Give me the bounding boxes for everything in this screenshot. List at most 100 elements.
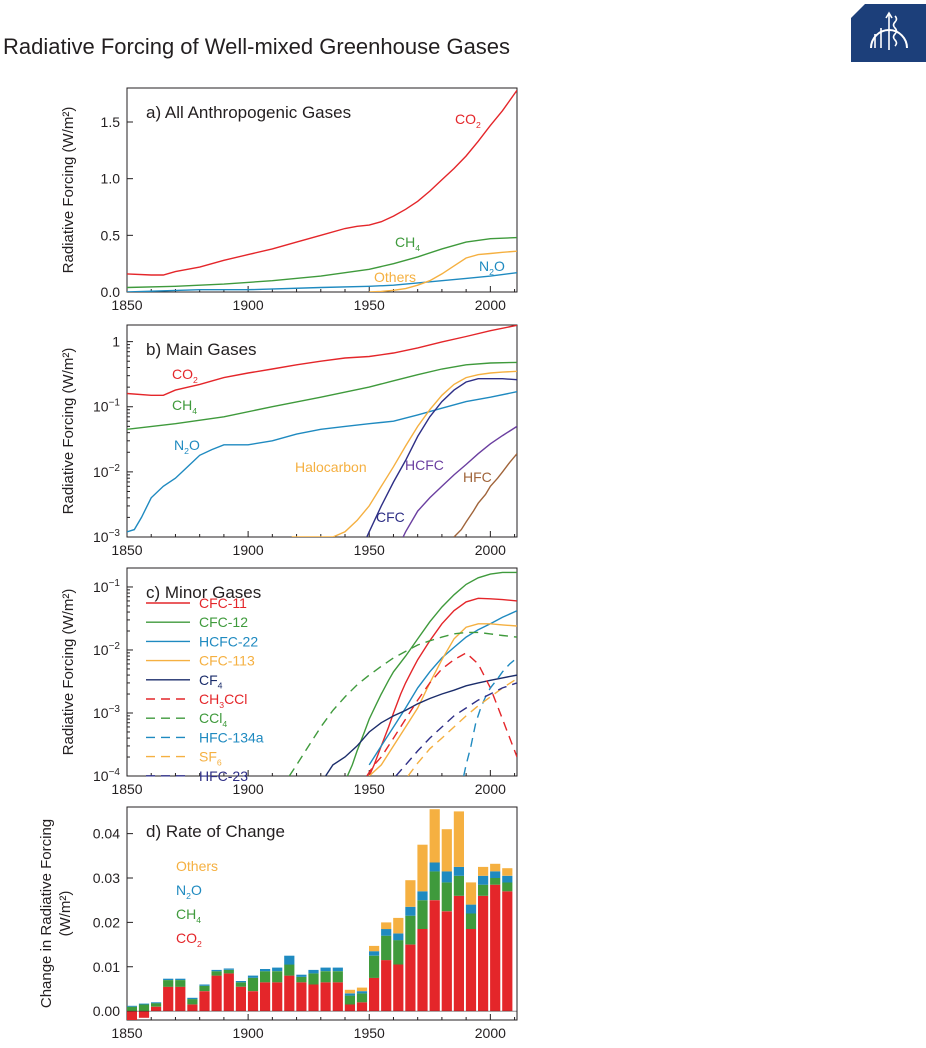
bar-CH4 (211, 971, 222, 976)
bar-N2O (308, 969, 319, 974)
bar-N2O (417, 891, 428, 901)
y-tick-label: 1.5 (101, 114, 121, 130)
bar-N2O (163, 978, 174, 980)
series-line-CFC (366, 378, 517, 537)
x-tick-label: 2000 (475, 542, 506, 558)
bar-CH4 (187, 999, 198, 1005)
series-line-CCl4 (288, 631, 517, 776)
bar-Others (393, 917, 404, 934)
legend-label-CO2: CO2 (176, 930, 202, 949)
y-tick-label: 10−3 (93, 704, 120, 721)
x-tick-label: 1900 (233, 781, 264, 797)
legend-label-CFC-11: CFC-11 (199, 595, 247, 611)
bar-CH4 (381, 935, 392, 961)
bar-Others (344, 989, 355, 994)
x-tick-label: 2000 (475, 297, 506, 313)
bar-N2O (199, 984, 210, 986)
x-tick-label: 1900 (233, 297, 264, 313)
bar-CH4 (344, 995, 355, 1005)
bar-CH4 (320, 971, 331, 983)
series-lines (288, 571, 517, 776)
series-line-CF4 (325, 674, 517, 776)
series-label-N2O: N2O (174, 437, 200, 456)
bar-Others (405, 880, 416, 907)
bar-Others (381, 922, 392, 930)
legend-label-HCFC-22: HCFC-22 (199, 633, 258, 649)
y-axis-label: Radiative Forcing (W/m²) (60, 589, 77, 756)
bar-CO2 (441, 911, 452, 1012)
bar-N2O (490, 871, 501, 878)
bar-CH4 (465, 913, 477, 929)
bar-Others (441, 829, 452, 872)
bar-CH4 (127, 1006, 137, 1012)
bar-CH4 (417, 900, 428, 929)
legend-label-CCl4: CCl4 (199, 710, 227, 729)
bar-CO2 (260, 982, 271, 1012)
bar-CH4 (478, 884, 489, 896)
y-tick-label: 10−3 (93, 528, 120, 545)
bar-CH4 (138, 1004, 150, 1012)
bar-CO2 (211, 975, 222, 1012)
bar-Others (490, 863, 501, 872)
series-line-SF6 (407, 678, 517, 776)
legend-label-Others: Others (176, 858, 218, 874)
legend-label-CH3CCl3: CH3CCl (199, 691, 247, 710)
bar-CH4 (284, 964, 295, 976)
panel-c: 1850 1900 1950 2000 10−4 10−3 10−2 10−1 Radiativ… (60, 567, 518, 797)
series-label-N2O: N2O (479, 258, 505, 277)
bar-N2O (429, 862, 440, 872)
x-tick-label: 1850 (111, 1025, 142, 1041)
bar-CH4 (429, 871, 440, 901)
bar-CH4 (356, 993, 368, 1003)
bar-CH4 (272, 971, 283, 983)
panel-d: 1850 1900 1950 2000 0.00 0.01 0.02 0.03 0.04 Chan… (38, 806, 518, 1041)
x-tick-label: 1850 (111, 542, 142, 558)
series-label-CO2: CO2 (455, 111, 481, 130)
legend-label-CFC-12: CFC-12 (199, 614, 248, 630)
y-tick-label: 0.5 (101, 227, 121, 243)
panel-title: d) Rate of Change (146, 822, 285, 841)
bar-N2O (356, 991, 368, 994)
bar-CO2 (235, 986, 246, 1012)
series-line-CH4 (127, 236, 517, 289)
x-tick-label: 1950 (354, 297, 385, 313)
bar-N2O (465, 904, 477, 914)
bar-CO2 (332, 982, 343, 1012)
bar-N2O (332, 967, 343, 972)
bar-Others (417, 844, 428, 892)
bar-CO2 (356, 1002, 368, 1012)
bar-CH4 (235, 982, 246, 987)
bar-N2O (138, 1003, 150, 1005)
series-label-CO2: CO2 (172, 366, 198, 385)
bar-CH4 (163, 980, 174, 987)
bar-CH4 (332, 971, 343, 983)
bar-Others (453, 811, 464, 867)
bar-N2O (453, 866, 464, 876)
y-tick-label: 1 (112, 334, 120, 350)
bar-CH4 (490, 878, 501, 885)
bar-CO2 (344, 1004, 355, 1012)
bar-CO2 (478, 895, 489, 1012)
bar-CH4 (308, 973, 319, 985)
series-line-CFC-113 (368, 623, 517, 776)
series-line-N2O (127, 272, 517, 292)
y-tick-label: 10−4 (93, 767, 120, 784)
panel-title: b) Main Gases (146, 340, 257, 359)
bar-CO2 (272, 982, 283, 1012)
legend-label-CFC-113: CFC-113 (199, 653, 255, 669)
bar-CO2 (163, 986, 174, 1012)
bar-CO2 (490, 884, 501, 1012)
x-tick-label: 1850 (111, 297, 142, 313)
x-tick-label: 1950 (354, 1025, 385, 1041)
x-tick-label: 1900 (233, 542, 264, 558)
bar-N2O (478, 875, 489, 885)
x-tick-label: 2000 (475, 1025, 506, 1041)
y-tick-label: 0.00 (93, 1003, 120, 1019)
bar-N2O (369, 951, 380, 956)
bar-N2O (235, 981, 246, 983)
legend-label-N2O: N2O (176, 882, 202, 901)
y-tick-label: 0.03 (93, 870, 120, 886)
x-tick-label: 1950 (354, 781, 385, 797)
bar-CO2 (320, 982, 331, 1012)
series-line-HCFC-22 (368, 610, 517, 766)
